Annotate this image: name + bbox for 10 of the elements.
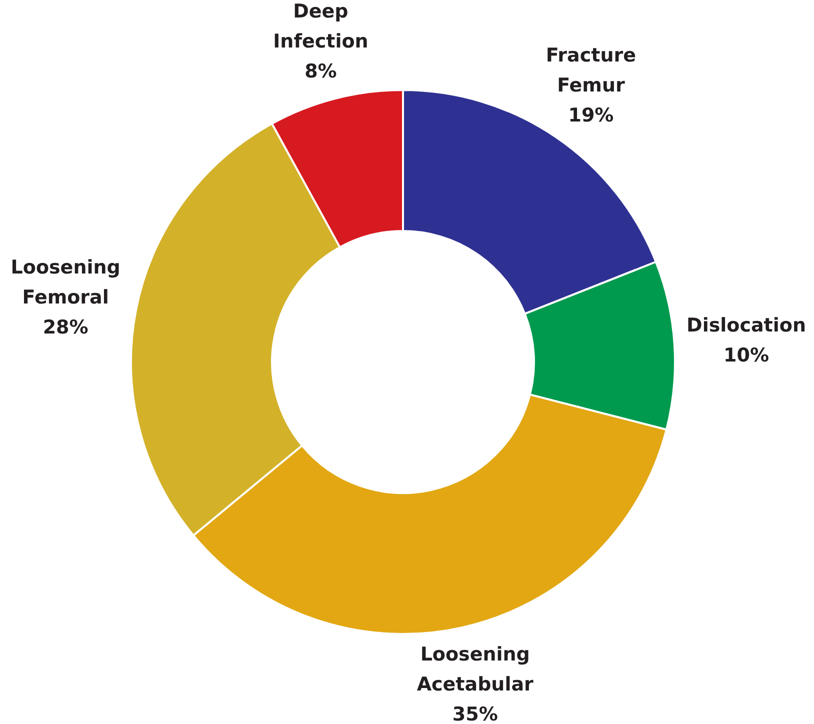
data-label: 35% [452, 704, 498, 724]
slice-label: Fracture Femur [546, 44, 636, 96]
slice-label: Deep Infection [273, 0, 368, 53]
slice-label: Loosening Femoral [10, 256, 120, 309]
data-label: 19% [568, 104, 614, 126]
data-label: 28% [42, 316, 88, 339]
slice-label: Loosening Acetabular [416, 644, 534, 696]
slice-label: Dislocation [686, 314, 806, 336]
data-label: 10% [724, 344, 770, 366]
data-label: 8% [304, 60, 337, 83]
